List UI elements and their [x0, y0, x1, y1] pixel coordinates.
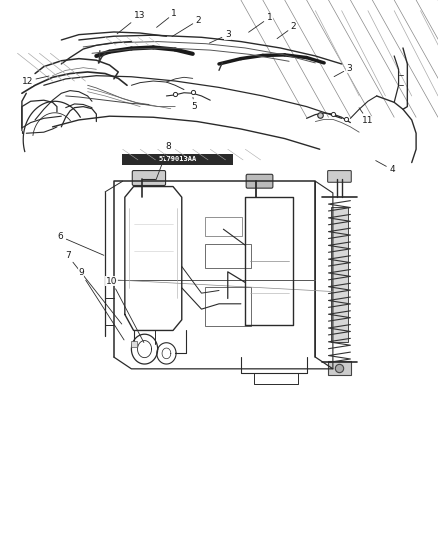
Text: 2: 2 — [277, 22, 296, 38]
Text: 2: 2 — [172, 16, 201, 37]
FancyBboxPatch shape — [328, 361, 351, 375]
FancyBboxPatch shape — [331, 207, 348, 342]
FancyBboxPatch shape — [328, 171, 351, 182]
Text: 12: 12 — [21, 76, 49, 85]
Text: 1: 1 — [249, 13, 272, 32]
Text: 13: 13 — [117, 12, 145, 34]
Text: 5: 5 — [191, 98, 198, 111]
Text: 6: 6 — [57, 232, 104, 255]
FancyBboxPatch shape — [205, 244, 251, 268]
Text: 4: 4 — [376, 160, 395, 174]
Text: 7: 7 — [65, 252, 122, 324]
Text: 3: 3 — [334, 64, 353, 77]
Text: 8: 8 — [156, 142, 172, 180]
FancyBboxPatch shape — [122, 154, 233, 165]
Text: 5179013AA: 5179013AA — [158, 156, 197, 163]
Text: 1: 1 — [156, 9, 177, 27]
FancyBboxPatch shape — [132, 171, 166, 185]
Text: 11: 11 — [359, 108, 374, 125]
FancyBboxPatch shape — [205, 217, 242, 236]
FancyBboxPatch shape — [246, 174, 273, 188]
Text: 3: 3 — [209, 30, 231, 43]
Text: 10: 10 — [106, 277, 144, 343]
Text: 9: 9 — [78, 269, 124, 340]
FancyBboxPatch shape — [205, 287, 251, 326]
